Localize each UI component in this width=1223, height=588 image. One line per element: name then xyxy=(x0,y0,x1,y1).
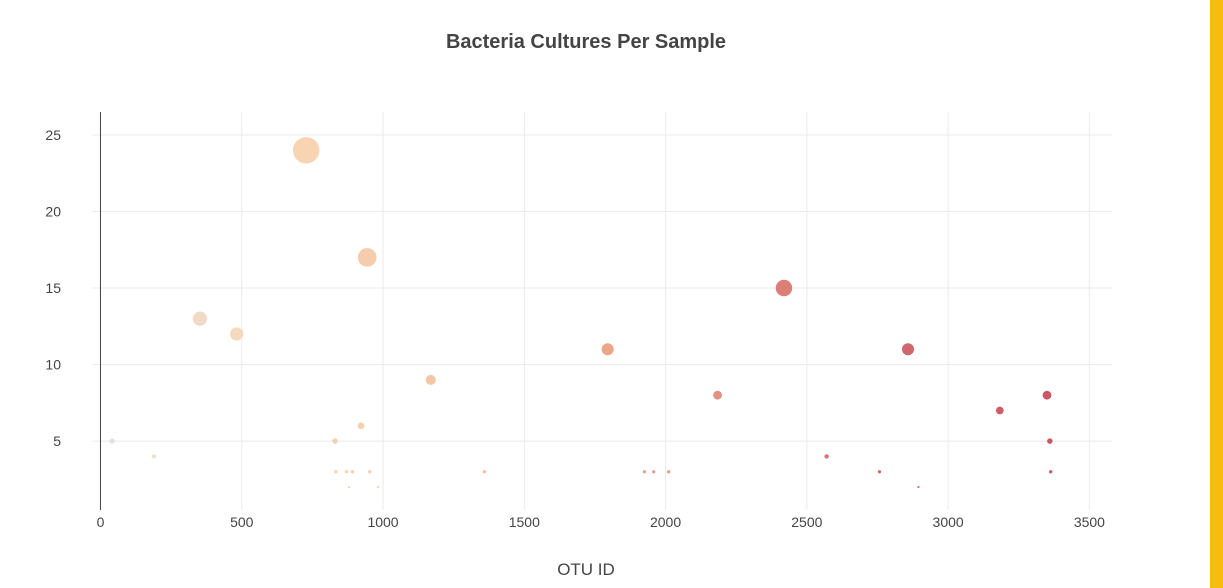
data-point[interactable] xyxy=(917,485,920,489)
data-point[interactable] xyxy=(376,485,380,489)
y-tick-label: 20 xyxy=(45,204,61,220)
data-point[interactable] xyxy=(109,438,115,444)
data-point[interactable] xyxy=(667,470,671,474)
data-point[interactable] xyxy=(368,470,372,474)
data-point[interactable] xyxy=(482,470,487,474)
data-point[interactable] xyxy=(775,279,793,297)
x-tick-label: 3500 xyxy=(1074,514,1105,530)
data-point[interactable] xyxy=(652,470,656,474)
x-tick-label: 0 xyxy=(97,514,105,530)
data-point[interactable] xyxy=(1042,390,1052,400)
data-point[interactable] xyxy=(344,470,349,474)
x-tick-label: 500 xyxy=(230,514,254,530)
data-point[interactable] xyxy=(151,454,157,459)
data-point[interactable] xyxy=(601,343,614,356)
data-point[interactable] xyxy=(901,343,915,356)
tick-layer: 0 500 1000 1500 2000 2500 3000 3500 5 10 15 20 25 xyxy=(45,127,1105,530)
data-point[interactable] xyxy=(1047,438,1053,444)
x-tick-label: 3000 xyxy=(933,514,964,530)
x-axis-label: OTU ID xyxy=(557,560,615,579)
data-point[interactable] xyxy=(348,485,351,489)
data-point[interactable] xyxy=(1049,470,1053,474)
y-tick-label: 25 xyxy=(45,127,61,143)
x-tick-label: 1500 xyxy=(509,514,540,530)
data-point[interactable] xyxy=(877,470,882,474)
data-point[interactable] xyxy=(642,470,647,474)
data-point[interactable] xyxy=(824,454,829,459)
data-point[interactable] xyxy=(192,311,208,326)
x-tick-label: 2500 xyxy=(791,514,822,530)
data-point[interactable] xyxy=(230,327,244,341)
y-tick-label: 15 xyxy=(45,280,61,296)
data-point[interactable] xyxy=(425,374,436,385)
grid-layer xyxy=(92,112,1112,510)
marker-layer xyxy=(109,137,1053,489)
data-point[interactable] xyxy=(332,438,338,444)
data-point[interactable] xyxy=(292,137,320,164)
chart-title: Bacteria Cultures Per Sample xyxy=(446,31,726,53)
data-point[interactable] xyxy=(350,470,355,474)
data-point[interactable] xyxy=(995,406,1004,415)
x-tick-label: 1000 xyxy=(367,514,398,530)
x-tick-label: 2000 xyxy=(650,514,681,530)
side-accent-bar xyxy=(1210,0,1223,588)
data-point[interactable] xyxy=(357,422,365,430)
data-point[interactable] xyxy=(713,390,722,400)
y-tick-label: 10 xyxy=(45,357,61,373)
y-tick-label: 5 xyxy=(53,433,61,449)
data-point[interactable] xyxy=(334,470,338,474)
data-point[interactable] xyxy=(357,248,377,267)
